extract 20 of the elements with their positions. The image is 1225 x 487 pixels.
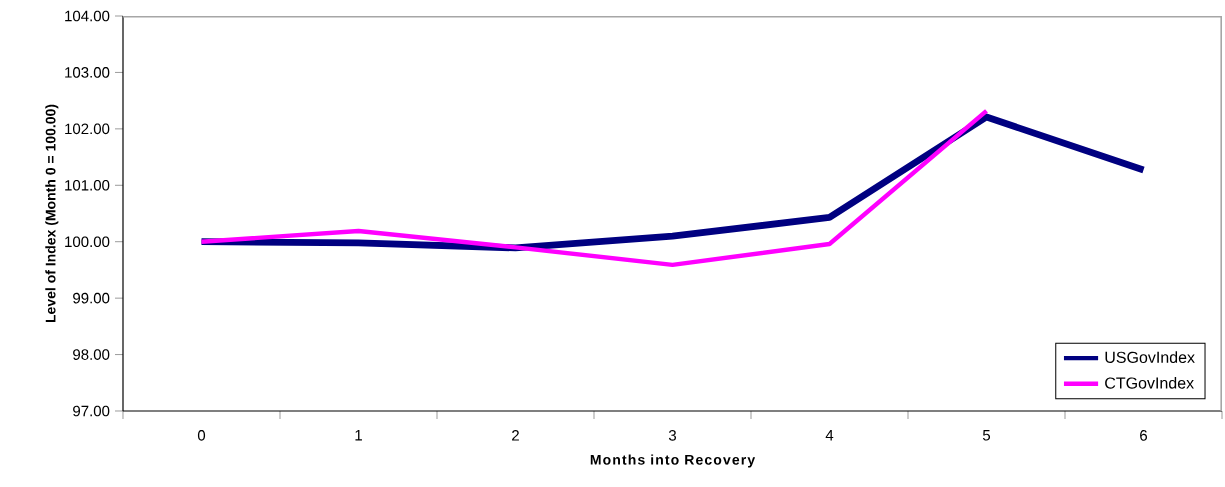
y-tick-label: 103.00 [65,67,110,78]
y-tick-label: 100.00 [65,236,110,248]
y-tick-label: 102.00 [65,123,110,135]
x-tick-label: 0 [197,430,206,441]
x-tick-label: 4 [825,430,834,441]
y-tick-label: 99.00 [73,292,110,304]
x-tick-label: 6 [1140,430,1148,441]
x-tick-label: 2 [512,430,519,441]
legend-label: CTGovIndex [1105,376,1194,389]
y-tick-label: 97.00 [73,405,110,417]
x-tick-label: 1 [355,430,362,441]
x-axis-title: Months into Recovery [590,454,756,468]
line-series [199,108,989,268]
y-tick-label: 98.00 [73,349,110,360]
legend-label: USGovIndex [1105,351,1195,364]
x-tick-label: 5 [982,430,991,441]
y-tick-label: 104.00 [65,10,110,22]
y-tick-label: 101.00 [65,179,110,191]
x-tick-label: 3 [668,430,677,441]
y-axis-title: Level of Index (Month 0 = 100.00) [45,104,59,323]
